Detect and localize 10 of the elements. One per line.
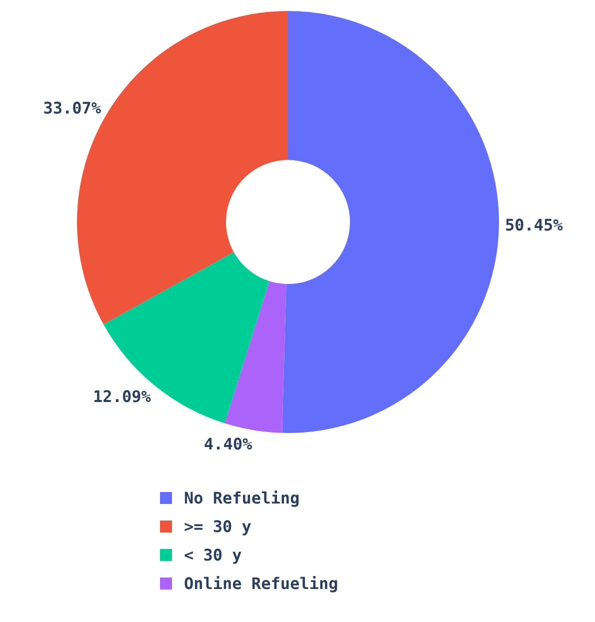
legend-label: >= 30 y (184, 517, 252, 536)
data-label: 50.45% (504, 216, 564, 235)
data-label: 12.09% (93, 386, 152, 406)
donut-slice (224, 281, 286, 433)
data-label: 33.07% (43, 98, 102, 118)
donut-slice (282, 11, 499, 433)
data-label: 4.40% (204, 434, 252, 454)
legend-label: < 30 y (184, 546, 242, 565)
legend-label: No Refueling (184, 488, 300, 508)
legend-label: Online Refueling (184, 574, 338, 594)
